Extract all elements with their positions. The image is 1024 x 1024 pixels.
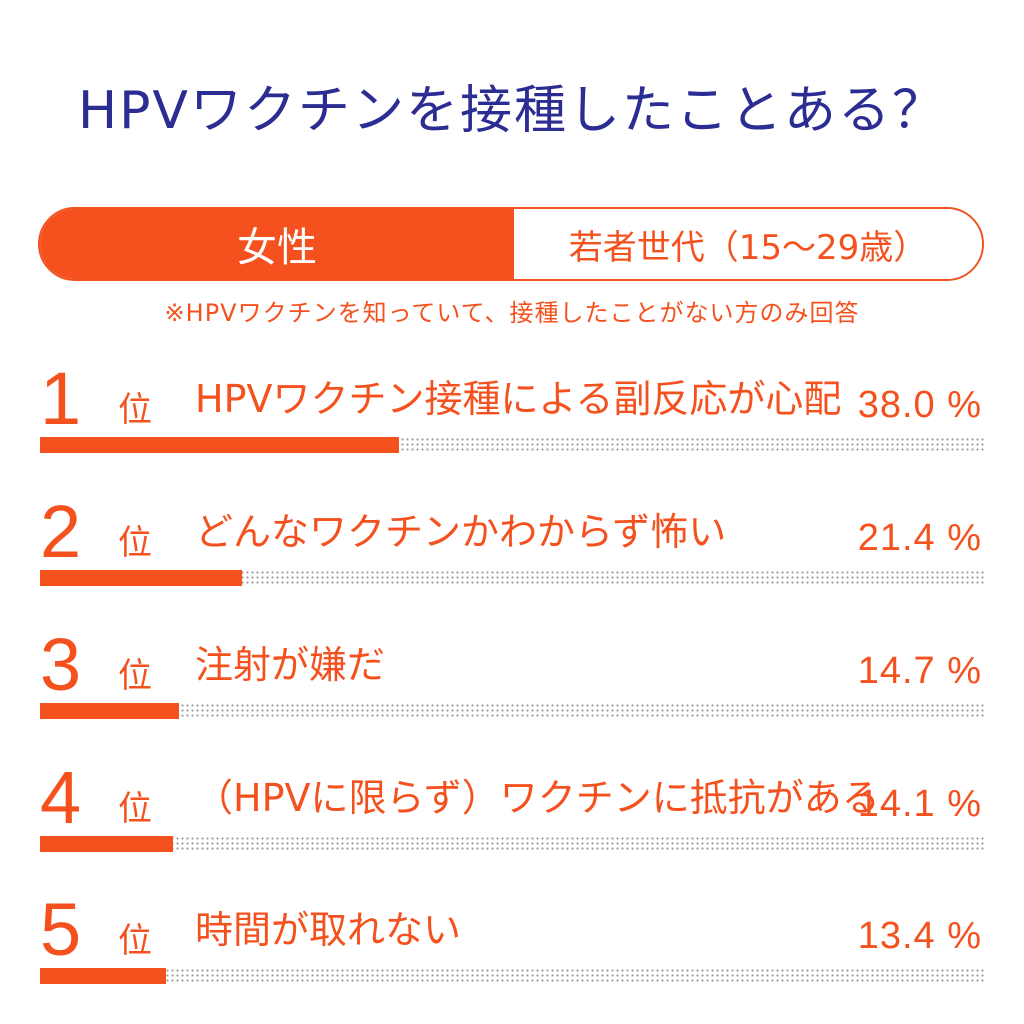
rank-label: どんなワクチンかわからず怖い <box>195 510 727 554</box>
bar <box>40 968 167 984</box>
rank-number: 1 <box>40 357 82 440</box>
bar <box>40 703 179 719</box>
rank-suffix: 位 <box>118 656 152 696</box>
rank-row: 2 位どんなワクチンかわからず怖い 21.4 % <box>0 495 1024 615</box>
rank-row: 4 位（HPVに限らず）ワクチンに抵抗がある 14.1 % <box>0 761 1024 881</box>
rank-value: 14.7 % <box>857 650 982 692</box>
rank-row: 1 位 HPVワクチン接種による副反応が心配 38.0 % <box>0 362 1024 482</box>
bar-track <box>40 437 984 453</box>
rank-number: 3 <box>40 623 82 706</box>
bar <box>40 570 243 586</box>
rank-value: 14.1 % <box>857 783 982 825</box>
rank-number: 5 <box>40 888 82 971</box>
bar-track <box>40 968 984 984</box>
rank-value: 38.0 % <box>857 384 982 426</box>
bar <box>40 836 174 852</box>
segment-female[interactable]: 女性 <box>40 209 514 279</box>
page-title: HPVワクチンを接種したことある？ <box>77 81 947 141</box>
bar-track <box>40 570 984 586</box>
rank-number: 2 <box>40 490 82 573</box>
bar <box>40 437 399 453</box>
rank-suffix: 位 <box>118 523 152 563</box>
rank-value: 21.4 % <box>857 517 982 559</box>
segment-young-generation[interactable]: 若者世代（15〜29歳） <box>514 209 982 279</box>
rank-label: 時間が取れない <box>195 908 462 952</box>
rank-value: 13.4 % <box>857 915 982 957</box>
rank-suffix: 位 <box>118 921 152 961</box>
rank-label: HPVワクチン接種による副反応が心配 <box>195 377 842 421</box>
rank-suffix: 位 <box>118 390 152 430</box>
bar-track <box>40 703 984 719</box>
rank-suffix: 位 <box>118 789 152 829</box>
rank-label: 注射が嫌だ <box>195 643 386 687</box>
survey-note: ※HPVワクチンを知っていて、接種したことがない方のみ回答 <box>164 299 860 327</box>
bar-track <box>40 836 984 852</box>
rank-row: 3 位注射が嫌だ 14.7 % <box>0 628 1024 748</box>
rank-label: （HPVに限らず）ワクチンに抵抗がある <box>195 776 880 820</box>
rank-number: 4 <box>40 756 82 839</box>
rank-row: 5 位時間が取れない 13.4 % <box>0 893 1024 1013</box>
segment-selector: 女性 若者世代（15〜29歳） <box>38 207 984 281</box>
